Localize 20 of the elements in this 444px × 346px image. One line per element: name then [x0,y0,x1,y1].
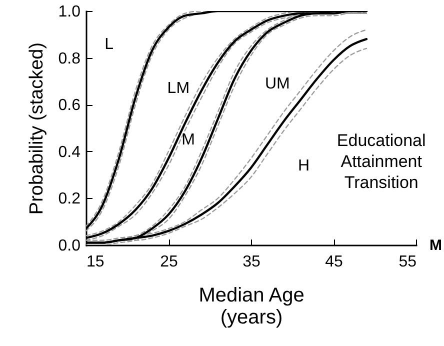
annotation: H [298,157,310,174]
x-tick-label: 35 [242,254,260,270]
x-tick-label: 55 [398,254,417,270]
y-tick-label: 0.4 [58,144,81,161]
text: M [430,237,442,254]
y-tick-label: 0.6 [58,97,81,114]
annotation: UM [264,76,290,93]
x-tick-label: 15 [86,254,104,270]
annotation: M [182,132,195,149]
x-tick-label: 45 [325,254,343,270]
x-tick-label: 25 [160,254,178,270]
annotation: L [104,36,114,53]
annotation: Educational Attainment Transition [336,130,426,192]
y-tick-label: 0.2 [58,190,81,208]
x-axis-title: Median Age (years) [198,284,304,328]
y-tick-label: 1.0 [58,4,81,20]
y-tick-label: 0.8 [58,50,81,68]
y-tick-label: 0.0 [58,238,81,254]
y-axis-title: Probability (stacked) [26,42,48,215]
annotation: LM [167,80,190,98]
